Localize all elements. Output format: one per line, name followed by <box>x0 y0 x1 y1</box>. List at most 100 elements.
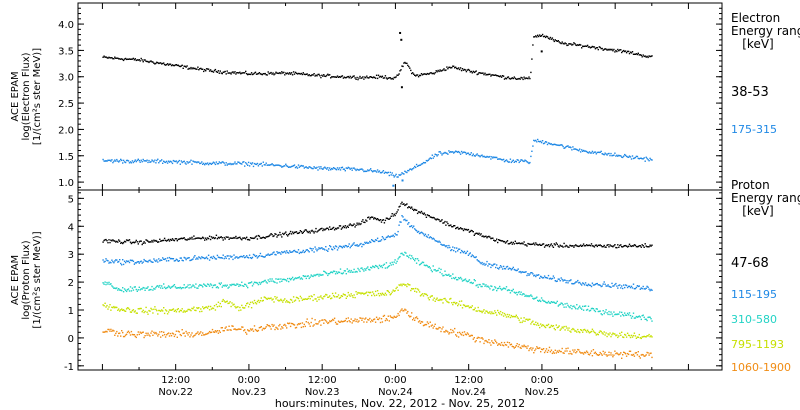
data-point <box>613 285 615 287</box>
data-point <box>325 272 327 274</box>
data-point <box>536 141 538 143</box>
data-point <box>137 331 139 333</box>
data-point <box>281 251 283 253</box>
data-point <box>377 219 380 221</box>
data-point <box>333 317 336 319</box>
data-point <box>546 36 549 38</box>
data-point <box>223 257 225 260</box>
data-point <box>167 332 170 334</box>
data-point <box>583 150 586 152</box>
data-point <box>208 235 211 237</box>
data-point <box>423 264 426 266</box>
data-point <box>431 324 433 326</box>
data-point <box>226 236 228 238</box>
data-point <box>608 351 610 353</box>
data-point <box>424 73 427 75</box>
data-point <box>179 286 181 289</box>
data-point <box>380 76 383 78</box>
x-axis-label: hours:minutes, Nov. 22, 2012 - Nov. 25, … <box>275 397 525 410</box>
data-point <box>499 285 501 288</box>
data-point <box>269 297 271 300</box>
data-point <box>233 303 235 305</box>
data-point <box>555 324 557 326</box>
data-point <box>185 258 187 261</box>
data-point <box>310 295 312 297</box>
data-point <box>602 283 604 285</box>
data-point <box>239 236 241 238</box>
data-point <box>548 278 551 280</box>
data-point <box>544 244 547 247</box>
data-point <box>112 286 114 288</box>
data-point <box>243 255 245 257</box>
data-point <box>326 272 328 275</box>
data-point <box>560 328 562 330</box>
data-point <box>611 155 613 157</box>
data-point <box>347 291 349 294</box>
data-point <box>561 347 563 350</box>
data-point <box>559 350 561 353</box>
data-point <box>317 323 319 325</box>
data-point <box>279 299 281 302</box>
data-point <box>451 302 453 304</box>
data-point <box>252 330 255 332</box>
data-point <box>407 283 409 285</box>
data-point <box>337 227 340 229</box>
data-point <box>279 323 281 326</box>
data-point <box>381 266 384 269</box>
data-point <box>598 310 600 313</box>
data-point <box>613 245 615 247</box>
x-tick-label-date: Nov.25 <box>525 387 560 398</box>
data-point <box>449 332 451 334</box>
data-point <box>383 294 386 296</box>
data-point <box>404 61 406 64</box>
data-point <box>211 257 214 260</box>
data-point <box>135 59 137 62</box>
data-point <box>263 296 265 298</box>
data-point <box>573 246 575 248</box>
data-point <box>558 349 560 352</box>
data-point <box>477 286 479 288</box>
data-point <box>225 301 227 303</box>
data-point <box>498 287 500 289</box>
data-point <box>280 165 282 167</box>
data-point <box>530 155 532 158</box>
data-point <box>388 320 390 322</box>
data-point <box>593 331 596 333</box>
data-point <box>253 254 256 256</box>
data-point <box>167 238 170 241</box>
data-point <box>499 239 502 242</box>
data-point <box>627 50 630 53</box>
data-point <box>163 307 165 309</box>
data-point <box>630 285 633 288</box>
data-point <box>325 75 327 78</box>
data-point <box>210 236 213 238</box>
data-point <box>182 260 184 262</box>
data-point <box>266 254 268 256</box>
data-point <box>414 165 416 168</box>
data-point <box>472 231 474 233</box>
data-point <box>315 274 317 276</box>
data-point <box>285 72 287 74</box>
data-point <box>594 244 597 247</box>
data-point <box>345 273 347 275</box>
data-point <box>424 162 427 164</box>
data-point <box>135 262 137 264</box>
data-point <box>602 49 604 51</box>
data-point <box>405 252 407 254</box>
data-point <box>314 246 316 248</box>
data-point <box>243 72 245 74</box>
data-point <box>185 310 187 312</box>
data-point <box>311 229 313 232</box>
data-point <box>446 245 448 247</box>
data-point <box>150 260 152 263</box>
data-point <box>548 245 551 248</box>
data-point <box>503 287 506 290</box>
data-point <box>471 154 473 157</box>
data-point <box>363 293 365 295</box>
legend-entry: 47-68 <box>731 256 769 271</box>
data-point <box>246 302 248 305</box>
data-point <box>552 351 555 353</box>
data-point <box>444 245 446 247</box>
data-point <box>448 224 450 227</box>
data-point <box>184 65 186 68</box>
